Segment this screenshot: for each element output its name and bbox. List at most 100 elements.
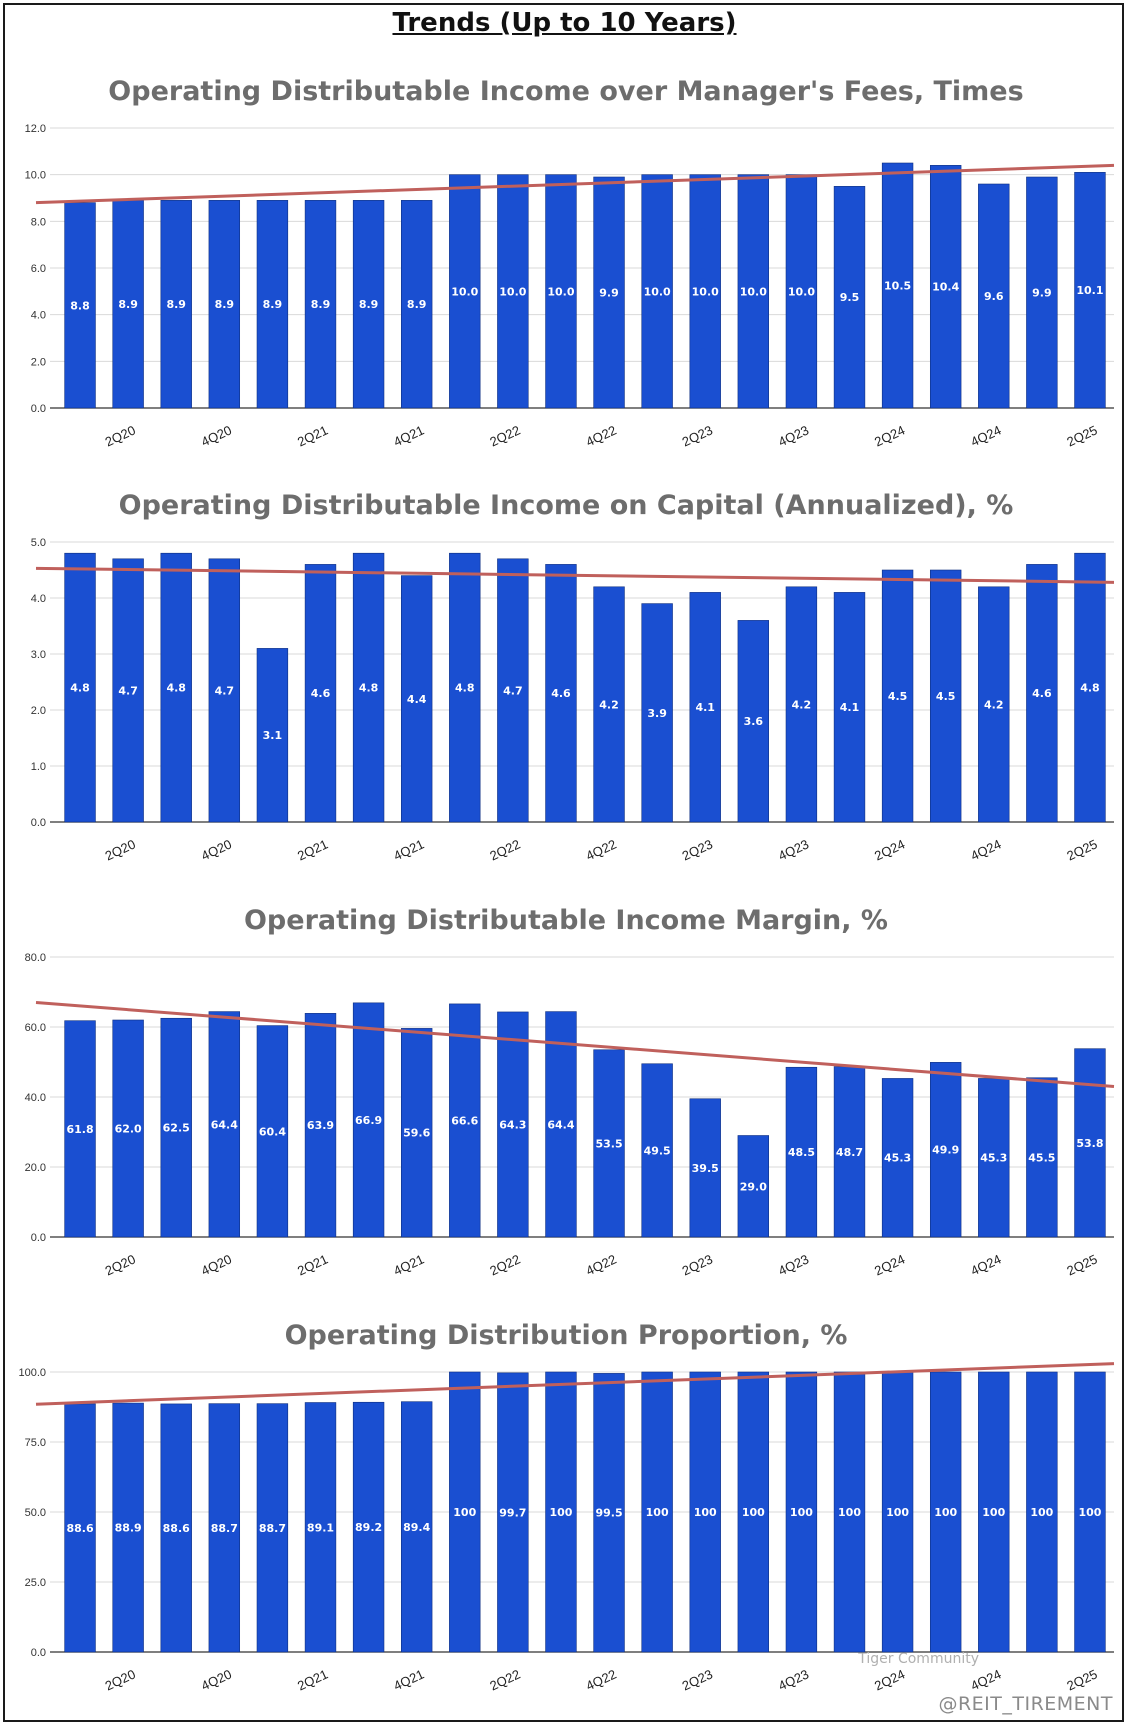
x-tick-label: 4Q20 <box>199 1251 234 1278</box>
bar-value-label: 8.9 <box>215 298 235 311</box>
bar <box>256 200 289 409</box>
bar-value-label: 10.0 <box>547 285 574 298</box>
x-tick-label: 4Q21 <box>391 836 426 863</box>
bar-value-label: 4.8 <box>70 682 90 695</box>
x-tick-label: 2Q21 <box>295 1251 330 1278</box>
bar <box>881 569 914 823</box>
bar-value-label: 10.0 <box>499 285 526 298</box>
bar-value-label: 100 <box>982 1506 1005 1519</box>
bar-value-label: 100 <box>886 1506 909 1519</box>
bar <box>785 586 818 823</box>
bar-value-label: 10.0 <box>788 285 815 298</box>
bar-value-label: 8.9 <box>311 298 331 311</box>
y-tick-label: 60.0 <box>25 1022 46 1034</box>
bar-value-label: 99.7 <box>499 1506 526 1519</box>
x-tick-label: 4Q22 <box>584 422 619 449</box>
bar-value-label: 4.5 <box>888 690 908 703</box>
bar <box>881 162 914 409</box>
bar-value-label: 9.9 <box>1032 287 1052 300</box>
bar-value-label: 4.6 <box>551 687 571 700</box>
bar <box>1026 1371 1058 1653</box>
bar-value-label: 45.5 <box>1028 1151 1055 1164</box>
bar <box>1026 1077 1058 1238</box>
bar-value-label: 49.5 <box>644 1144 671 1157</box>
bar <box>304 1013 337 1238</box>
bar-value-label: 100 <box>1078 1506 1101 1519</box>
bar-value-label: 53.8 <box>1076 1137 1103 1150</box>
bar-value-label: 99.5 <box>595 1507 622 1520</box>
bar <box>593 1049 625 1238</box>
bar <box>785 1066 818 1238</box>
chart-title: Operating Distribution Proportion, % <box>285 1320 848 1351</box>
bar-value-label: 60.4 <box>259 1125 286 1138</box>
trend-line <box>35 163 1115 205</box>
chart-title: Operating Distributable Income over Mana… <box>108 76 1023 107</box>
bar-value-label: 10.1 <box>1076 284 1103 297</box>
bar-value-label: 100 <box>694 1506 717 1519</box>
bar <box>737 620 770 823</box>
x-tick-label: 2Q23 <box>680 1251 715 1278</box>
bar-value-label: 3.9 <box>647 707 667 720</box>
bar-value-label: 4.6 <box>1032 687 1052 700</box>
bar <box>449 552 481 823</box>
x-tick-label: 4Q23 <box>776 422 811 449</box>
chart-income-on-capital: Operating Distributable Income on Capita… <box>31 490 1115 863</box>
bar <box>641 603 673 823</box>
y-tick-label: 100.0 <box>18 1367 46 1379</box>
bar-value-label: 64.4 <box>547 1118 574 1131</box>
bar <box>737 1371 770 1653</box>
bar-value-label: 4.7 <box>215 684 235 697</box>
bar-value-label: 4.2 <box>599 698 619 711</box>
x-tick-label: 4Q24 <box>968 1666 1003 1693</box>
bar-value-label: 4.7 <box>118 684 138 697</box>
bar-value-label: 3.6 <box>744 715 764 728</box>
x-tick-label: 2Q24 <box>872 422 907 449</box>
bar <box>112 1402 144 1653</box>
bar-value-label: 100 <box>934 1506 957 1519</box>
bar <box>400 575 433 823</box>
bar <box>160 552 192 823</box>
bar-value-label: 64.3 <box>499 1118 526 1131</box>
bar-value-label: 4.8 <box>455 682 475 695</box>
bar-value-label: 45.3 <box>884 1152 911 1165</box>
x-tick-label: 2Q20 <box>103 1251 138 1278</box>
x-tick-label: 2Q24 <box>872 836 907 863</box>
bar-value-label: 59.6 <box>403 1127 430 1140</box>
bar <box>929 1371 962 1653</box>
bar-value-label: 89.2 <box>355 1521 382 1534</box>
bar-value-label: 66.9 <box>355 1114 382 1127</box>
bar-value-label: 4.1 <box>840 701 860 714</box>
bar-value-label: 64.4 <box>211 1118 238 1131</box>
bar <box>112 558 144 823</box>
y-tick-label: 1.0 <box>31 761 46 773</box>
y-tick-label: 6.0 <box>31 263 46 275</box>
bar-value-label: 29.0 <box>740 1180 767 1193</box>
y-tick-label: 20.0 <box>25 1162 46 1174</box>
bar <box>497 174 529 409</box>
bar-value-label: 62.0 <box>115 1123 142 1136</box>
watermark-handle: @REIT_TIREMENT <box>938 1693 1113 1715</box>
bar-value-label: 10.0 <box>451 285 478 298</box>
x-tick-label: 2Q25 <box>1064 422 1099 449</box>
bar-value-label: 4.4 <box>407 693 427 706</box>
bar-value-label: 66.6 <box>451 1114 478 1127</box>
bar-value-label: 4.2 <box>984 698 1004 711</box>
y-tick-label: 8.0 <box>31 216 46 228</box>
trend-line <box>35 1001 1115 1088</box>
bar-value-label: 8.9 <box>407 298 427 311</box>
y-tick-label: 80.0 <box>25 952 46 964</box>
x-tick-label: 4Q21 <box>391 1251 426 1278</box>
bar <box>160 1017 192 1238</box>
bar-value-label: 4.8 <box>359 682 379 695</box>
x-tick-label: 4Q24 <box>968 422 1003 449</box>
bar <box>208 200 241 409</box>
bar-value-label: 8.8 <box>70 299 90 312</box>
bar-value-label: 4.8 <box>166 682 186 695</box>
bar-value-label: 88.9 <box>115 1522 142 1535</box>
x-tick-label: 4Q23 <box>776 1251 811 1278</box>
y-tick-label: 0.0 <box>31 403 46 415</box>
y-tick-label: 2.0 <box>31 705 46 717</box>
bar-value-label: 100 <box>838 1506 861 1519</box>
bar <box>352 200 385 409</box>
bar <box>112 1019 144 1238</box>
